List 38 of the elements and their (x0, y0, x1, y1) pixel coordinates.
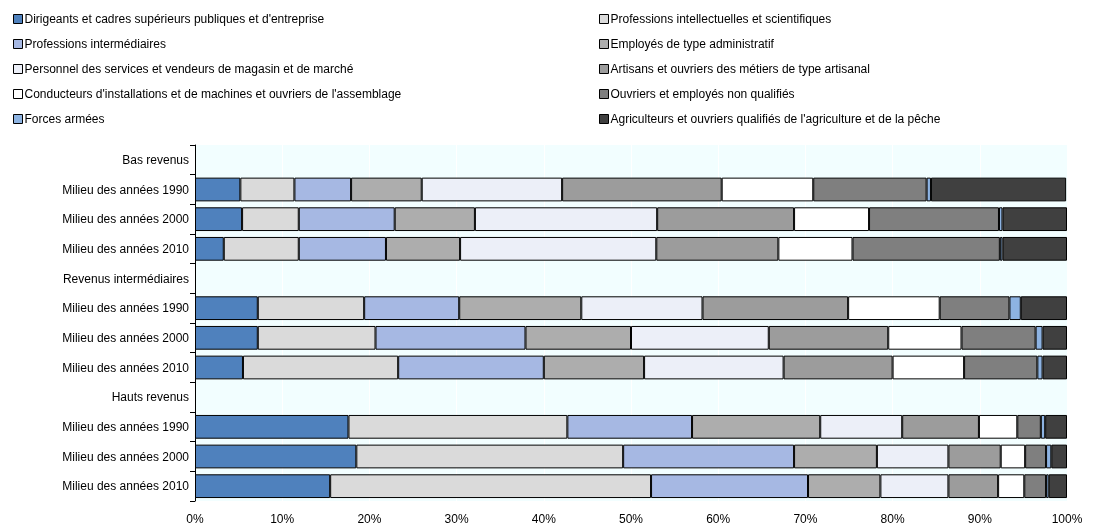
legend-label: Agriculteurs et ouvriers qualifiés de l'agriculture et de la pêche (610, 112, 941, 126)
x-tick-label: 0% (186, 512, 204, 526)
legend-label: Personnel des services et vendeurs de magasin et de marché (24, 62, 354, 76)
bar (930, 177, 1067, 202)
y-tick-label: Bas revenus (122, 152, 189, 167)
x-tick-label: 100% (1051, 512, 1083, 526)
legend-label: Professions intermédiaires (24, 37, 166, 51)
legend-label: Forces armées (24, 112, 105, 126)
y-tick-label: Milieu des années 2010 (62, 360, 190, 375)
legend-label: Ouvriers et employés non qualifiés (610, 87, 795, 101)
bar (1002, 207, 1067, 232)
x-tick-label: 30% (444, 512, 469, 526)
x-tick-label: 70% (793, 512, 818, 526)
y-tick-label: Milieu des années 2010 (62, 241, 190, 256)
legend-label: Professions intellectuelles et scientifiques (610, 12, 832, 26)
y-tick-label: Milieu des années 1990 (62, 301, 190, 316)
x-tick-label: 40% (531, 512, 557, 526)
y-tick-label: Hauts revenus (111, 390, 189, 405)
bar (1002, 236, 1067, 261)
x-tick-label: 80% (880, 512, 905, 526)
y-tick-label: Milieu des années 2000 (62, 449, 190, 464)
bar (1045, 414, 1067, 439)
bar (1048, 474, 1067, 499)
y-tick-label: Milieu des années 2010 (62, 479, 190, 494)
legend-label: Dirigeants et cadres supérieurs publiques et d'entreprise (24, 12, 325, 26)
x-tick-label: 50% (618, 512, 644, 526)
y-tick-label: Revenus intermédiaires (62, 271, 189, 286)
y-tick-label: Milieu des années 1990 (62, 182, 190, 197)
legend-label: Conducteurs d'installations et de machines et ouvriers de l'assemblage (24, 87, 402, 101)
x-tick-label: 90% (967, 512, 993, 526)
y-tick-label: Milieu des années 2000 (62, 330, 190, 345)
y-tick-label: Milieu des années 1990 (62, 419, 190, 434)
x-tick-label: 20% (357, 512, 382, 526)
y-tick-label: Milieu des années 2000 (62, 212, 190, 227)
legend-label: Artisans et ouvriers des métiers de type artisanal (610, 62, 870, 76)
x-tick-label: 60% (706, 512, 731, 526)
x-tick-label: 10% (270, 512, 295, 526)
legend-label: Employés de type administratif (610, 37, 775, 51)
